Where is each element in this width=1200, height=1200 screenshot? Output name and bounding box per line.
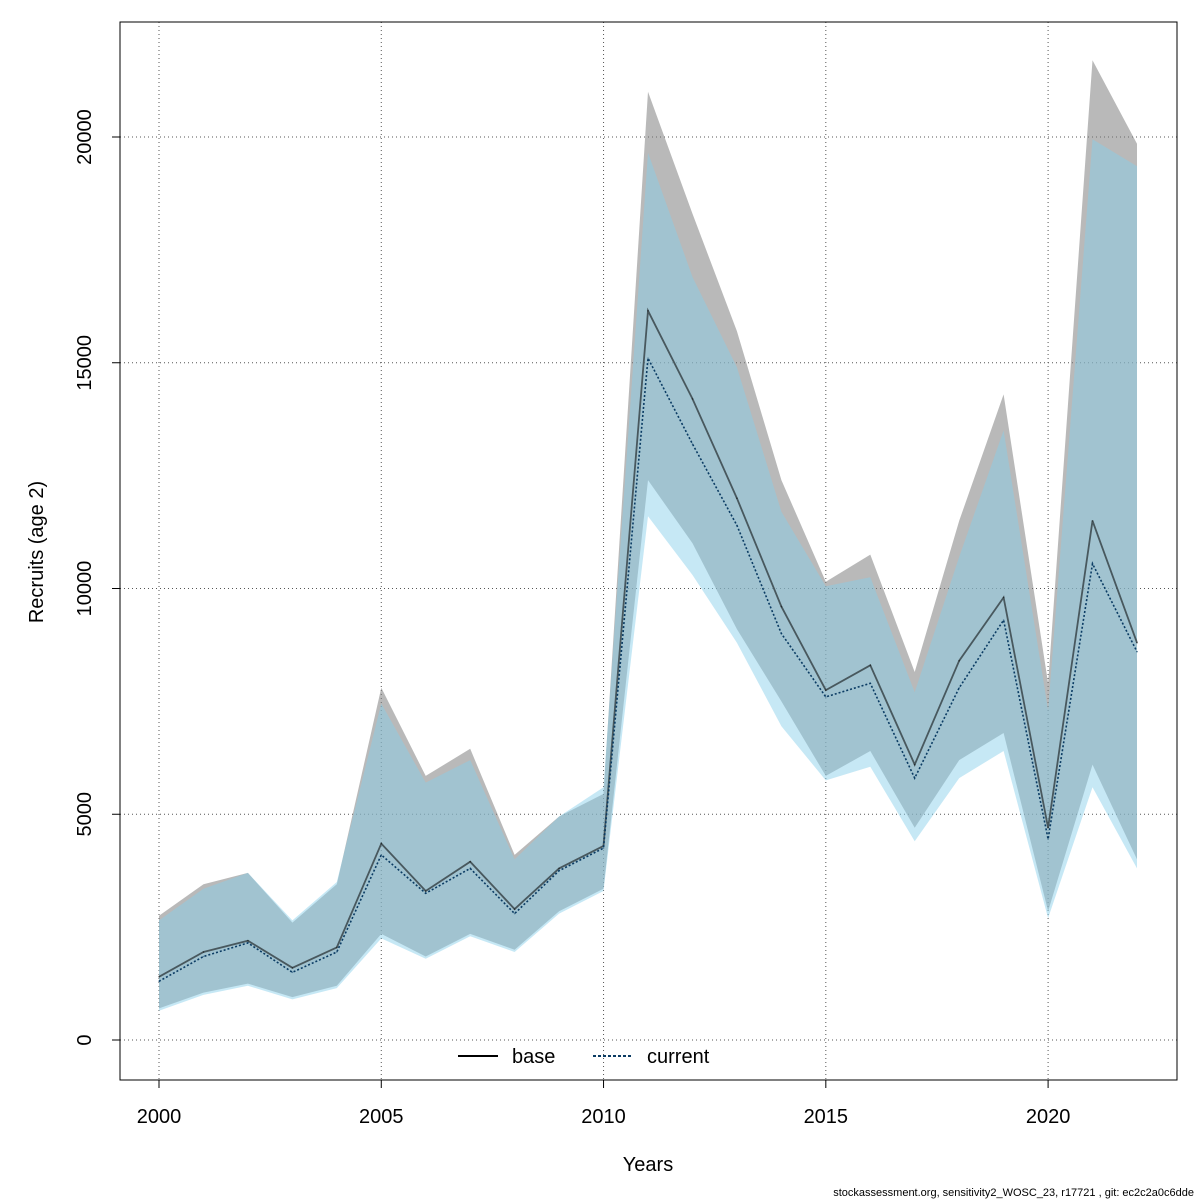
- legend: base current: [458, 1046, 710, 1068]
- legend-label-current: current: [647, 1046, 710, 1068]
- point-base-2012: [691, 398, 694, 400]
- x-tick-label-2005: 2005: [359, 1106, 404, 1128]
- point-current-2019: [1002, 619, 1005, 621]
- point-current-2021: [1091, 562, 1094, 565]
- point-current-2006: [424, 892, 427, 895]
- point-current-2003: [291, 971, 294, 974]
- point-current-2005: [380, 854, 383, 856]
- y-tick-label-15000: 15000: [74, 335, 96, 391]
- point-current-2000: [158, 980, 160, 983]
- point-base-2008: [513, 908, 516, 910]
- point-base-2011: [647, 310, 649, 312]
- point-base-2007: [469, 860, 472, 863]
- x-axis-ticks: 2000 2005 2010 2015 2020: [137, 1080, 1071, 1128]
- band-base: [159, 60, 1137, 1009]
- confidence-bands: [159, 60, 1137, 1011]
- point-current-2013: [736, 524, 738, 527]
- point-base-2014: [780, 605, 783, 608]
- series-lines: [158, 307, 1138, 983]
- line-current: [158, 355, 1138, 982]
- y-tick-label-20000: 20000: [74, 109, 96, 165]
- point-base-2018: [958, 659, 960, 662]
- band-current: [159, 139, 1137, 1011]
- point-current-2020: [1047, 838, 1049, 840]
- legend-label-base: base: [512, 1046, 555, 1068]
- point-current-2022: [1136, 650, 1138, 653]
- point-current-2009: [558, 869, 560, 872]
- point-base-2001: [202, 951, 205, 953]
- y-tick-label-5000: 5000: [74, 792, 96, 837]
- point-current-2008: [513, 912, 516, 915]
- y-axis-ticks: 0 5000 10000 15000 20000: [74, 109, 120, 1046]
- footer-note: stockassessment.org, sensitivity2_WOSC_2…: [833, 1187, 1194, 1199]
- point-current-2015: [825, 696, 827, 698]
- x-tick-label-2020: 2020: [1026, 1106, 1071, 1128]
- point-base-2002: [247, 939, 249, 942]
- plot-frame: [119, 21, 1178, 1081]
- point-current-2018: [958, 687, 960, 689]
- y-tick-label-10000: 10000: [74, 561, 96, 617]
- point-base-2009: [558, 867, 560, 870]
- x-tick-label-2000: 2000: [137, 1106, 182, 1128]
- point-current-2007: [469, 867, 472, 870]
- point-base-2013: [736, 497, 738, 500]
- point-base-2000: [158, 976, 160, 978]
- point-current-2004: [336, 951, 338, 953]
- point-base-2003: [291, 967, 294, 969]
- point-base-2015: [825, 689, 827, 691]
- point-current-2012: [691, 443, 694, 445]
- y-tick-label-0: 0: [74, 1034, 96, 1045]
- point-current-2002: [247, 942, 249, 944]
- x-tick-label-2010: 2010: [581, 1106, 626, 1128]
- point-base-2019: [1002, 596, 1005, 599]
- point-base-2006: [424, 890, 427, 892]
- x-tick-label-2015: 2015: [804, 1106, 849, 1128]
- point-current-2014: [780, 632, 783, 635]
- point-base-2022: [1136, 641, 1138, 644]
- point-current-2001: [202, 955, 205, 958]
- point-current-2017: [913, 777, 916, 779]
- point-current-2011: [647, 357, 649, 360]
- point-base-2016: [869, 664, 872, 667]
- y-axis-title: Recruits (age 2): [26, 481, 48, 623]
- point-base-2017: [913, 763, 916, 766]
- x-axis-title: Years: [623, 1154, 673, 1176]
- point-base-2020: [1047, 827, 1049, 829]
- point-current-2010: [602, 847, 605, 849]
- point-base-2021: [1091, 520, 1094, 522]
- point-base-2004: [336, 946, 338, 949]
- point-current-2016: [869, 682, 872, 685]
- point-base-2005: [380, 842, 383, 845]
